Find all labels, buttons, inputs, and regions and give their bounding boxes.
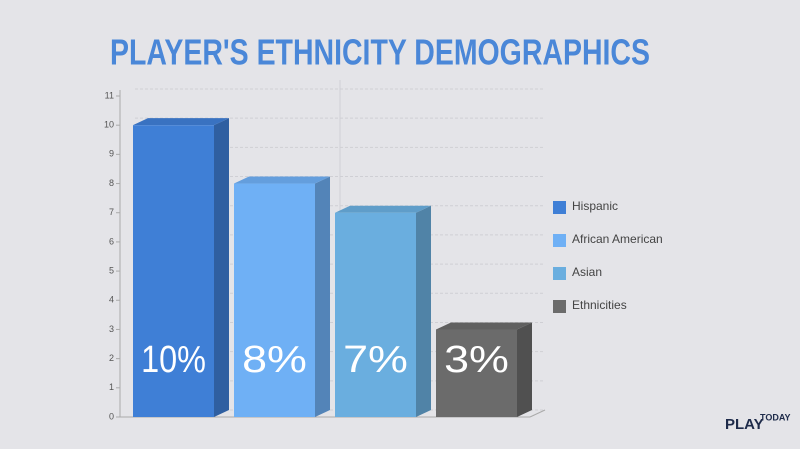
legend-swatch xyxy=(553,234,566,247)
y-tick-label: 5 xyxy=(109,265,114,275)
bar xyxy=(335,212,416,417)
value-label: 3% xyxy=(444,339,509,381)
legend-label: African American xyxy=(572,232,663,246)
bar xyxy=(234,183,315,417)
y-tick-label: 11 xyxy=(105,90,114,100)
logo: PLAY TODAY xyxy=(725,412,791,433)
bar-side xyxy=(214,118,229,417)
legend-swatch xyxy=(553,201,566,214)
value-label: 10% xyxy=(141,339,206,381)
y-tick-label: 9 xyxy=(109,149,114,159)
bar xyxy=(133,125,214,417)
bar-side xyxy=(416,205,431,417)
y-tick-label: 6 xyxy=(109,236,114,246)
value-label: 8% xyxy=(242,339,307,381)
y-tick-label: 7 xyxy=(109,207,114,217)
legend-swatch xyxy=(553,267,566,280)
y-tick-label: 10 xyxy=(104,120,114,130)
y-tick-label: 4 xyxy=(109,295,114,305)
bar xyxy=(436,329,517,417)
y-tick-label: 0 xyxy=(109,411,114,421)
legend-label: Ethnicities xyxy=(572,298,627,312)
y-tick-label: 2 xyxy=(109,353,114,363)
value-label: 7% xyxy=(343,339,408,381)
bar-top xyxy=(234,176,330,184)
logo-text: TODAY xyxy=(760,412,791,422)
chart-title: PLAYER'S ETHNICITY DEMOGRAPHICS xyxy=(110,32,650,73)
bar-top xyxy=(436,322,532,330)
logo-text: PLAY xyxy=(725,416,764,433)
x-axis-depth xyxy=(529,409,546,418)
y-tick-label: 8 xyxy=(109,178,114,188)
bar-top xyxy=(133,118,229,126)
bar-side xyxy=(517,322,532,417)
legend-swatch xyxy=(553,300,566,313)
y-tick-label: 1 xyxy=(109,382,114,392)
y-tick-label: 3 xyxy=(109,324,114,334)
bar-top xyxy=(335,205,431,213)
bar-side xyxy=(315,176,330,417)
legend-label: Hispanic xyxy=(572,199,618,213)
legend-label: Asian xyxy=(572,265,602,279)
